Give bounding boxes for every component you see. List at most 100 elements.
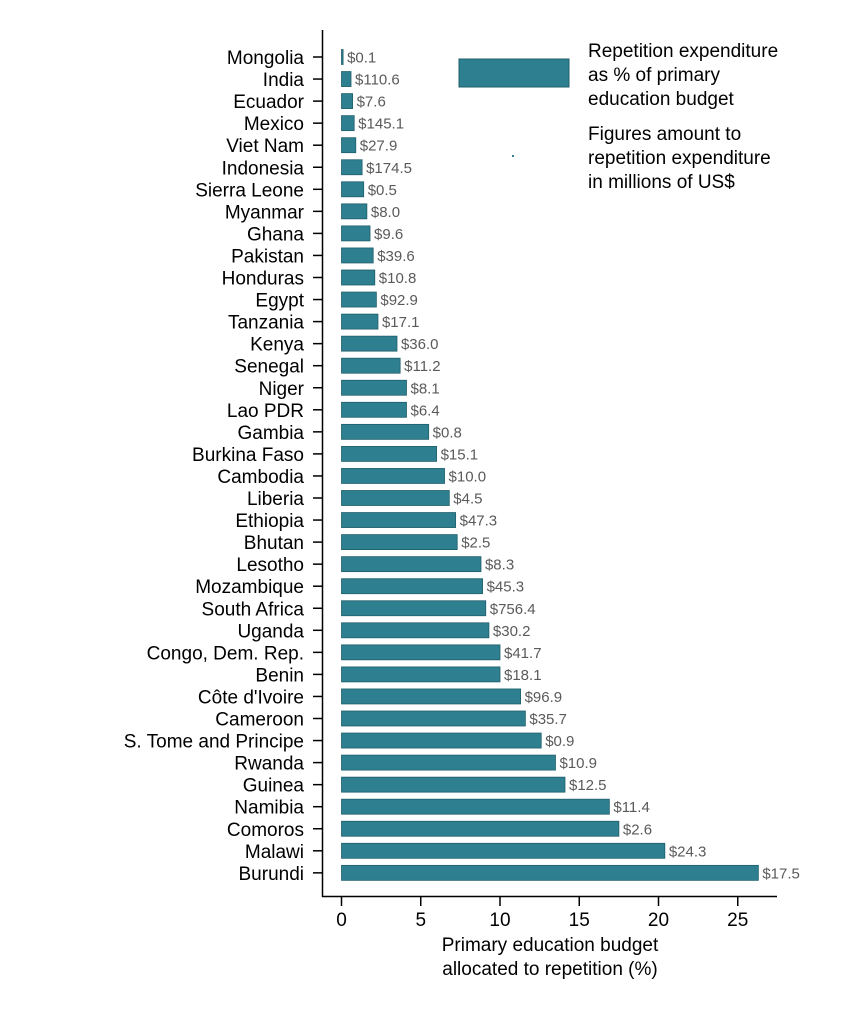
bar	[341, 203, 368, 220]
data-label: $15.1	[441, 446, 479, 463]
legend-note-line-1: Figures amount to	[588, 124, 741, 145]
x-tick-label: 15	[569, 910, 590, 931]
category-label: Burundi	[239, 864, 305, 885]
x-axis-title-line-2: allocated to repetition (%)	[442, 959, 657, 980]
category-label: Sierra Leone	[195, 180, 304, 201]
data-label: $12.5	[569, 777, 607, 794]
bars	[341, 49, 759, 881]
data-label: $92.9	[380, 292, 418, 309]
legend: Repetition expenditure as % of primary e…	[458, 41, 778, 193]
data-label: $45.3	[487, 579, 525, 596]
bar	[341, 754, 556, 771]
x-tick-label: 20	[648, 910, 669, 931]
data-label: $9.6	[374, 226, 403, 243]
category-label: Ethiopia	[235, 511, 304, 532]
data-label: $8.3	[485, 557, 514, 574]
category-label: Senegal	[234, 357, 304, 378]
data-label: $0.9	[545, 733, 574, 750]
data-label: $2.5	[461, 535, 490, 552]
bar	[341, 71, 352, 87]
legend-note-line-2: repetition expenditure	[588, 148, 771, 169]
category-label: Mongolia	[227, 48, 305, 69]
data-label: $18.1	[504, 667, 542, 684]
bar	[341, 600, 487, 617]
category-label: Mexico	[244, 114, 304, 135]
data-label: $10.0	[449, 468, 487, 485]
x-ticks: 0 5 10 15 20 25	[336, 897, 748, 931]
data-label: $36.0	[401, 336, 439, 353]
bar	[341, 710, 526, 727]
bar	[341, 776, 566, 793]
bar	[341, 864, 759, 881]
category-label: Mozambique	[195, 577, 304, 598]
data-label: $27.9	[360, 138, 398, 155]
data-label: $756.4	[490, 601, 536, 618]
x-axis-title-line-1: Primary education budget	[442, 935, 659, 956]
category-label: Côte d'Ivoire	[198, 687, 304, 708]
category-label: Viet Nam	[226, 136, 304, 157]
data-label: $96.9	[525, 689, 563, 706]
category-label: Kenya	[250, 335, 304, 356]
bar	[341, 798, 610, 815]
bar	[341, 49, 344, 65]
bar	[341, 688, 522, 705]
bar	[341, 181, 365, 198]
category-label: Congo, Dem. Rep.	[147, 643, 304, 664]
data-label: $24.3	[669, 843, 707, 860]
bar	[341, 644, 501, 661]
data-label: $17.5	[762, 865, 800, 882]
bar	[341, 666, 501, 683]
category-label: Benin	[255, 665, 304, 686]
bar	[341, 578, 483, 595]
bar	[341, 534, 458, 550]
category-label: Honduras	[222, 269, 304, 290]
data-label: $7.6	[357, 94, 386, 111]
category-label: Rwanda	[234, 754, 304, 775]
category-label: Cambodia	[217, 467, 304, 488]
data-label: $47.3	[460, 513, 498, 530]
bar	[341, 291, 377, 308]
category-label: Comoros	[227, 820, 304, 841]
x-tick-label: 5	[415, 910, 426, 931]
category-label: Egypt	[255, 291, 304, 312]
data-label: $10.9	[559, 755, 597, 772]
category-label: Gambia	[237, 423, 304, 444]
category-label: Lao PDR	[227, 401, 304, 422]
bar	[341, 820, 620, 837]
category-label: South Africa	[202, 599, 305, 620]
data-labels: $0.1 $110.6 $7.6 $145.1 $27.9 $174.5 $0.5 $8.0 $…	[347, 50, 800, 883]
category-label: Lesotho	[236, 555, 304, 576]
legend-note-line-3: in millions of US$	[588, 172, 735, 193]
data-label: $110.6	[355, 72, 400, 89]
bar	[341, 115, 355, 132]
legend-note-marker	[512, 155, 514, 157]
bar	[341, 622, 490, 639]
category-label: Ghana	[247, 224, 304, 245]
bar	[341, 512, 457, 528]
data-label: $8.0	[371, 204, 400, 221]
category-label: Malawi	[245, 842, 304, 863]
data-label: $4.5	[453, 491, 482, 508]
data-label: $0.1	[347, 50, 376, 67]
legend-entry-line-2: as % of primary	[588, 65, 720, 86]
data-label: $41.7	[504, 645, 542, 662]
x-tick-label: 0	[336, 910, 347, 931]
category-label: Myanmar	[225, 202, 305, 223]
category-label: India	[263, 70, 305, 91]
bar	[341, 423, 430, 440]
data-label: $0.5	[368, 182, 397, 199]
bar	[341, 335, 398, 352]
bar	[341, 159, 363, 176]
legend-entry-line-1: Repetition expenditure	[588, 41, 778, 62]
category-label: Uganda	[237, 621, 304, 642]
bar	[341, 732, 542, 749]
category-label: Cameroon	[215, 710, 304, 731]
bar	[341, 468, 445, 484]
data-label: $2.6	[623, 821, 652, 838]
bar	[341, 247, 374, 264]
category-label: Pakistan	[231, 246, 304, 267]
category-label: Bhutan	[244, 533, 304, 554]
bar	[341, 357, 401, 374]
